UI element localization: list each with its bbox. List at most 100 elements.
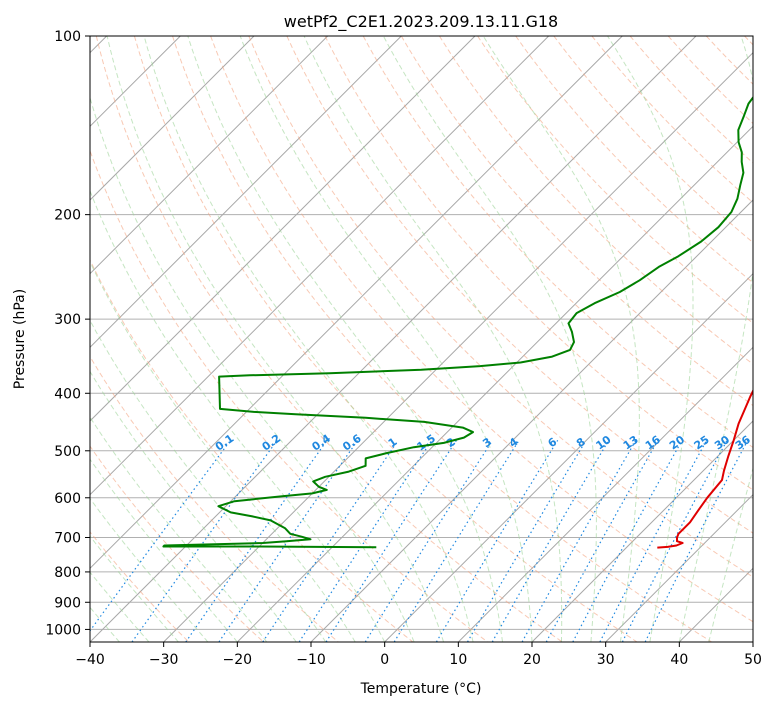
dry-adiabat	[400, 36, 753, 407]
mixing-ratio-label: 13	[621, 433, 641, 452]
mixing-ratio-label: 10	[594, 433, 614, 453]
dry-adiabat	[248, 36, 753, 578]
y-tick-label: 700	[54, 531, 81, 547]
moist-adiabat	[90, 370, 297, 642]
x-tick-label: 50	[744, 652, 762, 668]
dry-adiabat	[744, 36, 753, 46]
dry-adiabat	[95, 36, 563, 642]
y-axis-label: Pressure (hPa)	[12, 289, 28, 389]
moist-adiabat	[90, 189, 386, 642]
dry-adiabat	[477, 36, 753, 324]
mixing-ratio-line	[90, 439, 232, 632]
mixing-ratio-line	[599, 440, 708, 642]
isotherm-line	[236, 125, 753, 642]
dry-adiabat	[591, 36, 753, 204]
dry-adiabat	[90, 258, 414, 642]
y-tick-label: 600	[54, 491, 81, 507]
dry-adiabat	[90, 445, 264, 642]
x-axis-label: Temperature (°C)	[360, 681, 482, 697]
mixing-ratio-line	[521, 439, 637, 642]
y-tick-label: 400	[54, 386, 81, 402]
y-tick-label: 800	[54, 565, 81, 581]
y-tick-label: 300	[54, 312, 81, 328]
isotherm-line	[678, 567, 753, 642]
isotherm-line	[90, 36, 550, 496]
dry-adiabat	[210, 36, 753, 623]
dry-adiabat	[133, 36, 638, 642]
dry-adiabat	[90, 531, 190, 642]
mixing-ratio-line	[131, 439, 278, 642]
mixing-ratio-line	[364, 439, 494, 642]
mixing-ratio-label: 8	[574, 435, 588, 450]
x-tick-label: −40	[75, 652, 105, 668]
dry-adiabat	[515, 36, 753, 284]
mixing-ratio-label: 4	[507, 435, 521, 450]
isotherm-line	[384, 272, 753, 642]
y-tick-label: 500	[54, 444, 81, 460]
x-tick-label: −10	[296, 652, 326, 668]
moist-adiabat	[678, 36, 753, 642]
isotherm-line	[752, 641, 753, 642]
dry-adiabat	[172, 36, 712, 642]
isotherm-line	[605, 493, 753, 642]
mixing-ratio-label: 30	[712, 433, 732, 453]
y-tick-label: 100	[54, 29, 81, 45]
x-tick-label: 40	[670, 652, 688, 668]
dry-adiabat	[553, 36, 753, 244]
mixing-ratio-label: 6	[546, 435, 560, 450]
moist-adiabat	[607, 36, 694, 642]
mixing-ratio-label: 16	[643, 433, 663, 453]
mixing-ratio-label: 1	[386, 435, 400, 450]
mixing-ratio-line	[298, 439, 433, 642]
x-tick-label: 0	[380, 652, 389, 668]
x-tick-label: 20	[523, 652, 541, 668]
moist-adiabat	[90, 95, 415, 642]
mixing-ratio-line	[393, 439, 520, 642]
mixing-ratio-line	[185, 439, 328, 642]
mixing-ratio-line	[491, 439, 610, 642]
moist-adiabat	[90, 497, 209, 642]
isotherm-line	[90, 36, 623, 570]
x-tick-label: −20	[223, 652, 253, 668]
dry-adiabat	[90, 149, 488, 642]
plot-frame	[89, 35, 754, 643]
mixing-ratio-line	[435, 439, 559, 642]
dry-adiabat	[705, 36, 753, 85]
dry-adiabat	[90, 355, 339, 642]
mixing-ratio-label: 25	[692, 433, 712, 452]
moist-adiabat	[482, 36, 640, 642]
dry-adiabat	[438, 36, 753, 365]
mixing-ratio-line	[572, 440, 683, 642]
y-tick-label: 200	[54, 208, 81, 224]
dry-adiabat	[667, 36, 753, 125]
mixing-ratio-line	[545, 439, 659, 642]
moist-adiabat	[90, 319, 327, 642]
dry-adiabat	[286, 36, 753, 534]
x-tick-label: 30	[597, 652, 615, 668]
moist-adiabat	[90, 458, 238, 642]
isotherm-line	[90, 36, 476, 422]
mixing-ratio-line	[621, 440, 728, 642]
y-tick-label: 1000	[45, 622, 81, 638]
mixing-ratio-line	[644, 440, 749, 642]
mixing-ratio-line	[325, 439, 458, 642]
moist-adiabat	[187, 36, 503, 642]
moist-adiabat	[90, 416, 268, 642]
isotherm-line	[457, 346, 753, 642]
chart-title: wetPf2_C2E1.2023.209.13.11.G18	[284, 12, 558, 32]
moist-adiabat	[143, 36, 474, 642]
isotherm-line	[163, 51, 753, 642]
moist-adiabat	[708, 466, 753, 642]
moist-adiabat	[90, 260, 356, 642]
isotherm-line	[90, 36, 697, 642]
dry-adiabat	[362, 36, 753, 449]
x-tick-label: 10	[449, 652, 467, 668]
temperature-profile-line	[657, 388, 753, 549]
isotherm-line	[90, 36, 329, 275]
isotherm-line	[90, 36, 255, 201]
dewpoint-profile-line	[162, 95, 753, 549]
mixing-ratio-line	[466, 439, 587, 642]
moist-adiabat	[239, 36, 533, 642]
moist-adiabat	[303, 36, 563, 642]
